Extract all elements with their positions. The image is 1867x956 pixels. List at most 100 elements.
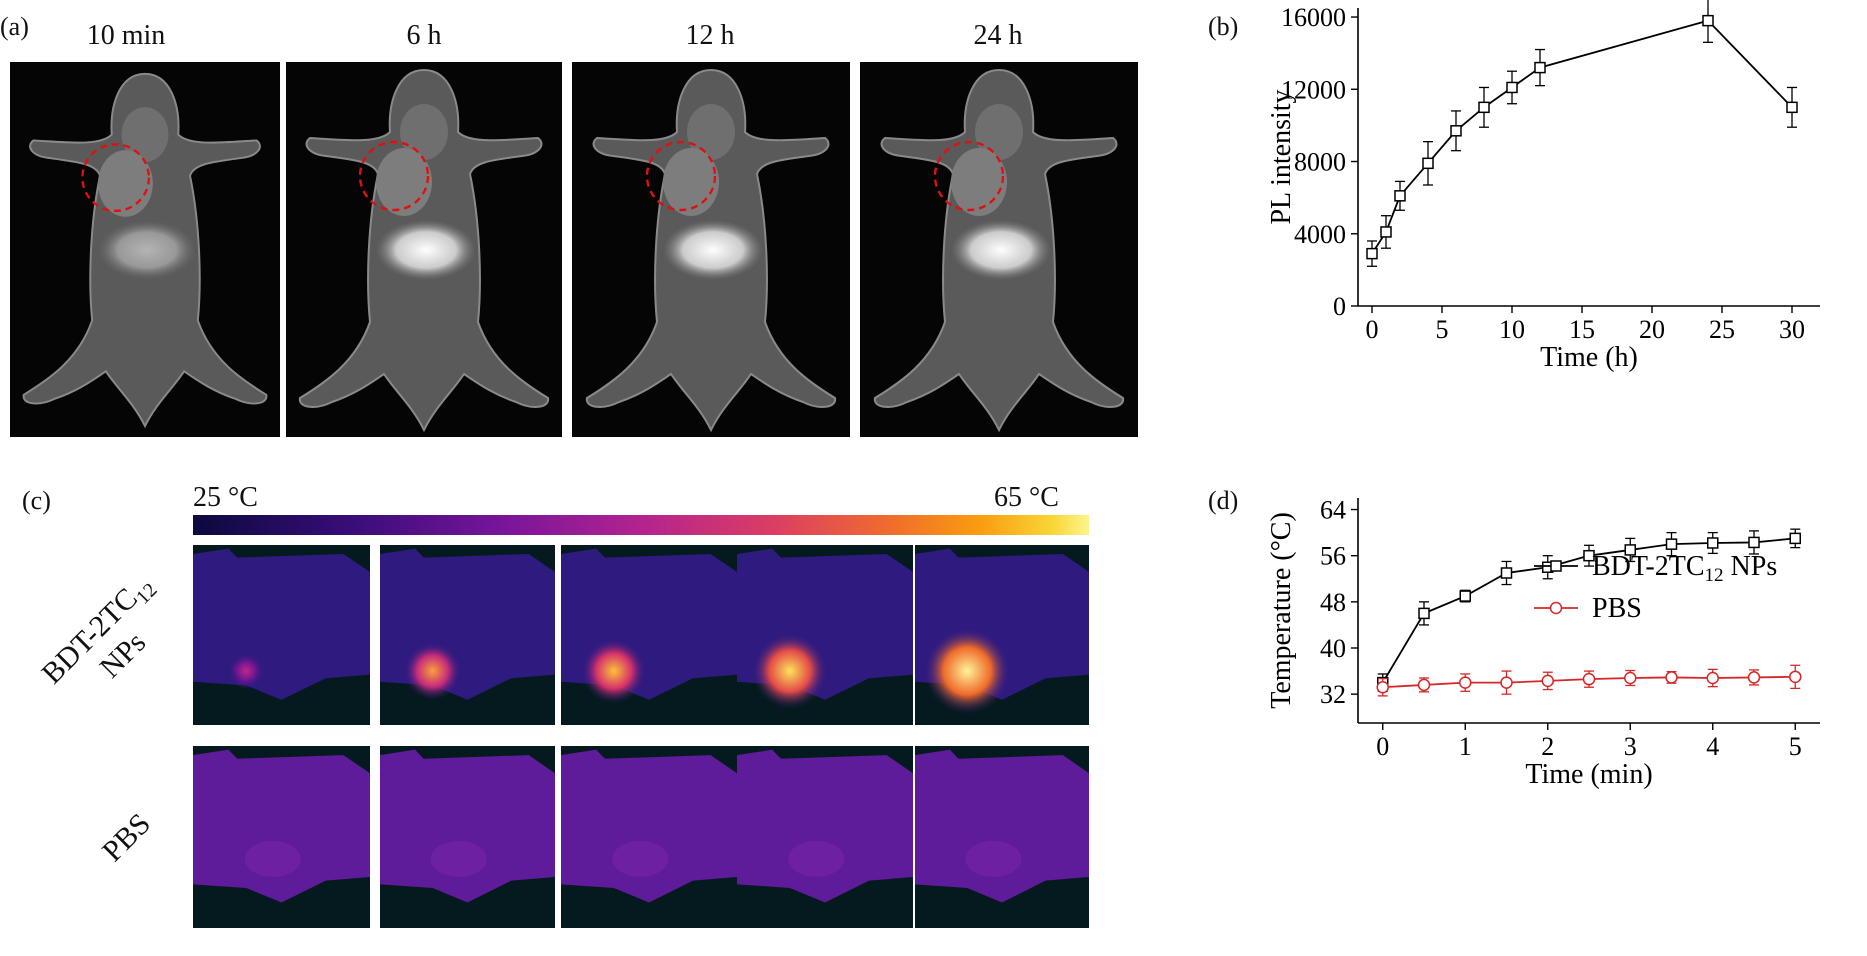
panel-b-label: (b): [1208, 12, 1239, 41]
mouse-image-6h: [286, 62, 562, 437]
legend-marker: [1550, 560, 1562, 572]
data-point: [1624, 671, 1637, 685]
chart-temperature: 0 1 2 3 4 5 32 40 48 56 64 Time (min) Temperature (°…: [1266, 496, 1820, 790]
thermal-image-np-3: [737, 545, 913, 725]
tumor-hotspot: [924, 627, 1011, 715]
data-point: [1583, 549, 1595, 562]
thermal-body: [561, 749, 737, 903]
data-point: [1624, 544, 1636, 556]
x-tick-label: 15: [1569, 315, 1595, 344]
x-tick-label: 1: [1459, 732, 1472, 761]
data-point: [1459, 590, 1471, 602]
data-point: [1376, 680, 1389, 694]
mouse-image-24h: [860, 62, 1138, 437]
thermal-image-pbs-1: [380, 746, 555, 928]
thermal-body: [193, 548, 370, 700]
thermal-image-np-4: [915, 545, 1089, 725]
row-label-pbs: PBS: [95, 807, 158, 869]
y-axis-label: Temperature (°C): [1266, 512, 1297, 709]
data-point: [1748, 536, 1760, 549]
data-point: [1702, 14, 1714, 27]
panel-a-label: (a): [0, 12, 29, 41]
x-tick-label: 10: [1499, 315, 1525, 344]
mouse-image-10min: [10, 62, 280, 437]
y-tick-label: 8000: [1294, 148, 1346, 177]
x-tick-label: 5: [1789, 732, 1802, 761]
x-tick-label: 0: [1366, 315, 1379, 344]
x-tick-label: 25: [1709, 315, 1735, 344]
tumor-hotspot: [430, 840, 487, 877]
series-b-0: [1366, 0, 1798, 267]
x-tick-label: 2: [1541, 732, 1554, 761]
tumor-roi-circle: [933, 140, 1005, 212]
data-point: [1786, 101, 1798, 114]
y-tick-label: 12000: [1281, 75, 1346, 104]
liver-glow: [951, 220, 1051, 280]
mouse-head: [975, 104, 1023, 160]
tumor-hotspot: [752, 633, 828, 709]
data-point: [1450, 125, 1462, 137]
panel-c-label: (c): [22, 486, 51, 515]
liver-glow: [376, 220, 476, 280]
mouse-image-12h: [572, 62, 850, 437]
y-tick-label: 0: [1333, 292, 1346, 321]
legend-marker: [1549, 601, 1563, 615]
y-tick-label: 32: [1320, 680, 1346, 709]
y-axis-label: PL intensity: [1266, 89, 1297, 224]
tumor-roi-circle: [645, 140, 717, 212]
thermal-body: [193, 749, 370, 903]
data-point: [1459, 676, 1472, 689]
thermal-image-pbs-0: [193, 746, 370, 928]
data-point: [1665, 671, 1678, 684]
timepoint-title-10min: 10 min: [86, 20, 166, 51]
legend-label: PBS: [1592, 593, 1642, 624]
mouse-head: [687, 104, 735, 160]
liver-glow: [98, 220, 196, 280]
data-point: [1500, 567, 1513, 579]
timepoint-title-6h: 6 h: [406, 20, 442, 51]
y-tick-label: 48: [1320, 588, 1346, 617]
thermal-body: [915, 749, 1089, 903]
data-point: [1366, 247, 1378, 260]
y-tick-label: 64: [1320, 496, 1346, 525]
mouse-outline: [22, 72, 268, 429]
thermal-body: [737, 749, 913, 903]
timepoint-title-12h: 12 h: [685, 20, 735, 51]
series-line: [1371, 19, 1793, 255]
data-point: [1747, 671, 1761, 684]
x-axis-label: Time (h): [1540, 342, 1638, 373]
data-point: [1541, 674, 1554, 688]
row-label-np: BDT-2TC12 NPs: [29, 561, 191, 723]
data-point: [1789, 532, 1801, 545]
mouse-outline: [585, 68, 837, 433]
tumor-hotspot: [612, 840, 669, 877]
thermal-image-pbs-4: [915, 746, 1089, 928]
data-point: [1506, 81, 1518, 94]
thermal-image-np-0: [193, 545, 370, 725]
x-tick-label: 5: [1436, 315, 1449, 344]
data-point: [1707, 537, 1719, 549]
thermal-image-pbs-2: [561, 746, 737, 928]
timepoint-title-24h: 24 h: [973, 20, 1023, 51]
temperature-colorbar: [193, 515, 1089, 535]
x-tick-label: 3: [1624, 732, 1637, 761]
liver-glow: [663, 220, 763, 280]
tumor-hotspot: [244, 840, 301, 877]
tumor-roi-circle: [358, 140, 430, 212]
thermal-image-np-1: [380, 545, 555, 725]
data-point: [1582, 672, 1596, 686]
y-tick-label: 56: [1320, 542, 1346, 571]
x-tick-label: 20: [1639, 315, 1665, 344]
data-point: [1665, 538, 1678, 550]
thermal-body: [380, 749, 555, 903]
axes-b: 0 5 10 15 20 25 30 0 4000 8000 12000 16000 Time (h) P…: [1266, 3, 1820, 373]
chart-pl-intensity: 0 5 10 15 20 25 30 0 4000 8000 12000 16000 Time (h) P…: [1266, 0, 1820, 373]
data-point: [1422, 157, 1434, 170]
mouse-outline: [298, 68, 550, 433]
x-tick-label: 30: [1779, 315, 1805, 344]
legend: BDT-2TC12 NPs PBS: [1534, 551, 1777, 624]
x-tick-label: 0: [1376, 732, 1389, 761]
tumor-roi-circle: [81, 143, 151, 213]
panel-d-label: (d): [1208, 486, 1239, 515]
colorbar-min-label: 25 °C: [193, 482, 258, 513]
